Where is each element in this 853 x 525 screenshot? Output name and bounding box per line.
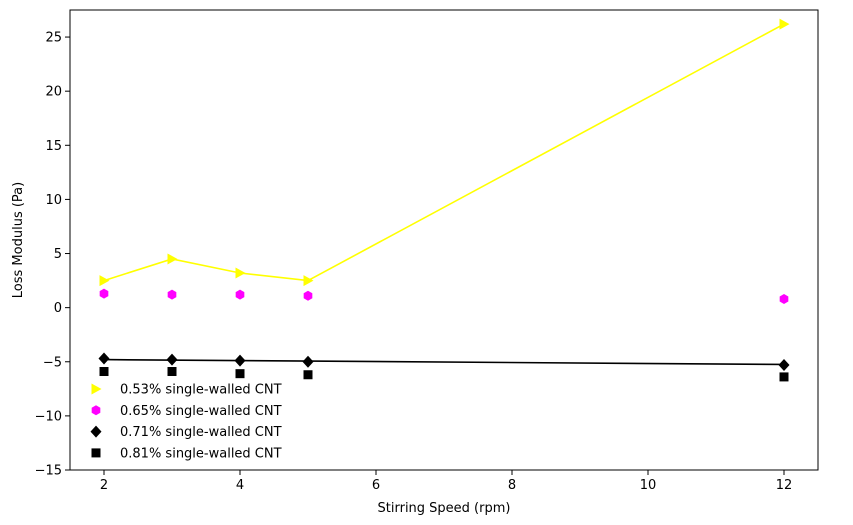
series-3 — [98, 352, 790, 372]
y-tick-label: 20 — [45, 85, 62, 100]
legend-marker — [91, 448, 101, 458]
data-point — [302, 355, 314, 368]
series-1 — [99, 18, 790, 287]
legend-marker — [91, 405, 101, 416]
legend-marker — [90, 425, 102, 438]
data-point — [167, 289, 177, 300]
data-point — [303, 370, 313, 380]
x-tick-label: 12 — [776, 478, 793, 493]
legend-label: 0.71% single-walled CNT — [120, 425, 282, 440]
data-point — [779, 18, 790, 30]
data-point — [779, 293, 789, 304]
data-point — [235, 289, 245, 300]
x-tick-label: 2 — [100, 478, 108, 493]
axes-frame — [69, 9, 819, 471]
y-tick-label: 25 — [45, 31, 62, 46]
x-tick-label: 10 — [640, 478, 657, 493]
data-point — [235, 369, 245, 379]
data-point — [167, 367, 177, 377]
data-point — [303, 275, 314, 287]
data-point — [99, 367, 109, 377]
series-2 — [99, 288, 789, 304]
y-tick-label: 15 — [45, 139, 62, 154]
data-point — [98, 352, 110, 365]
data-point — [234, 354, 246, 367]
data-point — [778, 359, 790, 372]
legend-marker — [91, 383, 102, 395]
legend-label: 0.81% single-walled CNT — [120, 446, 282, 461]
data-point — [235, 267, 246, 279]
data-series — [98, 18, 790, 382]
axis-ticks: 2 4 6 8 10 12 −15 −10 −5 0 5 10 15 20 25 — [35, 31, 793, 493]
y-tick-label: 5 — [54, 247, 62, 262]
data-point — [167, 253, 178, 265]
series-4 — [99, 367, 789, 382]
legend-label: 0.53% single-walled CNT — [120, 383, 282, 398]
data-point — [166, 353, 178, 366]
y-tick-label: 0 — [54, 301, 62, 316]
legend-label: 0.65% single-walled CNT — [120, 404, 282, 419]
data-point — [99, 288, 109, 299]
y-tick-label: −10 — [35, 409, 62, 424]
x-axis-label: Stirring Speed (rpm) — [378, 501, 511, 516]
y-tick-label: −15 — [35, 464, 62, 479]
data-point — [779, 372, 789, 382]
x-tick-label: 4 — [236, 478, 244, 493]
fit-line — [103, 358, 785, 366]
x-tick-label: 8 — [508, 478, 516, 493]
y-tick-label: 10 — [45, 193, 62, 208]
data-point — [99, 275, 110, 287]
x-tick-label: 6 — [372, 478, 380, 493]
y-axis-label: Loss Modulus (Pa) — [11, 182, 26, 298]
y-tick-label: −5 — [43, 355, 62, 370]
data-point — [303, 290, 313, 301]
legend: 0.53% single-walled CNT 0.65% single-wall… — [90, 383, 282, 461]
